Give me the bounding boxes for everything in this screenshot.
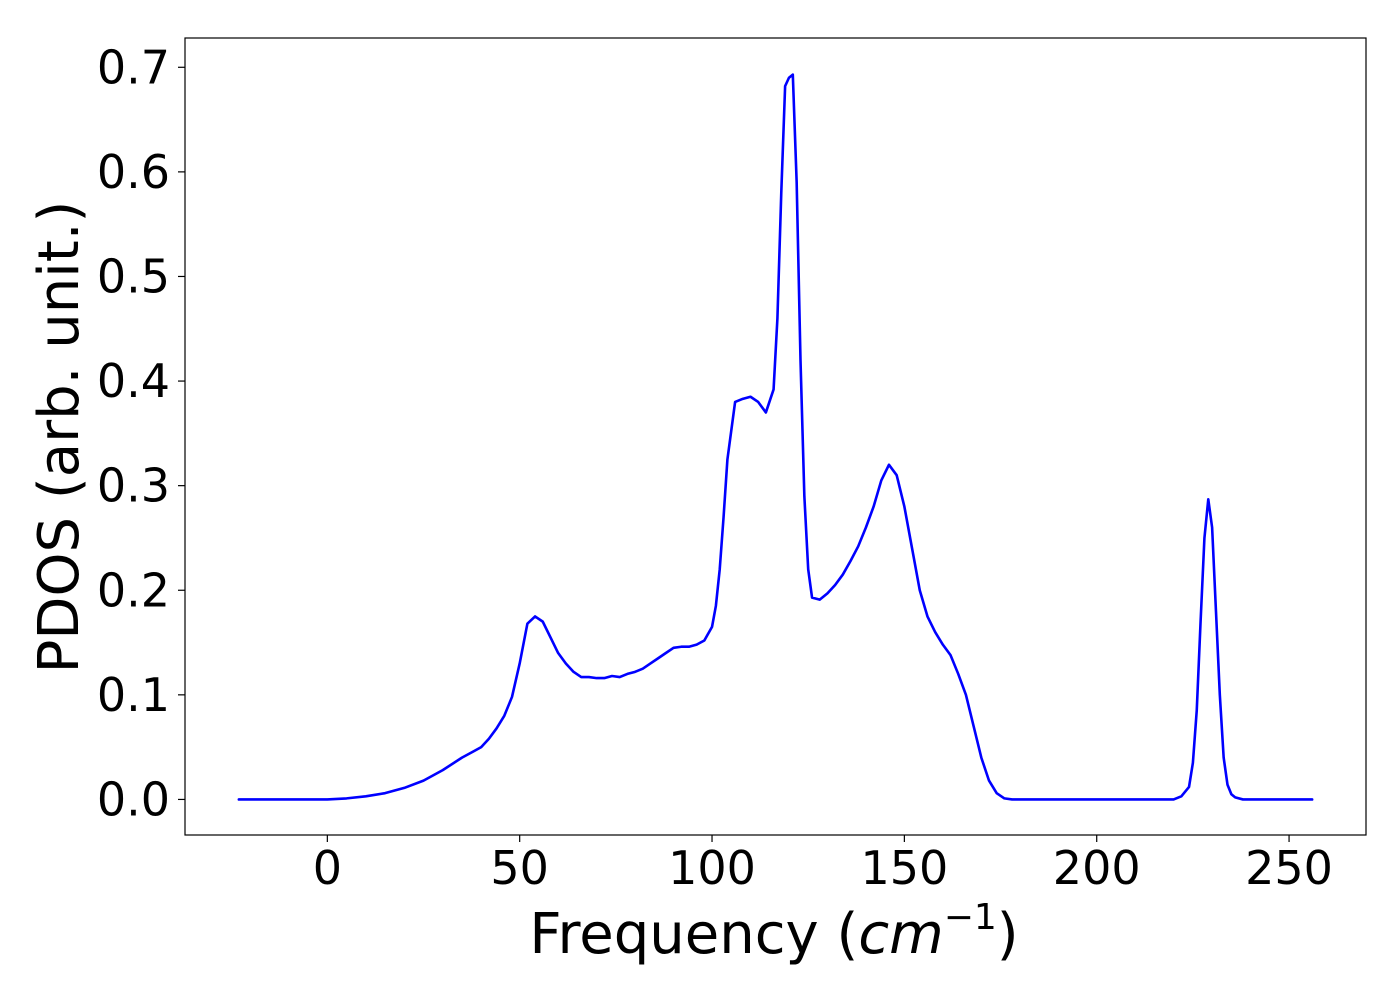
x-axis-unit-base: cm [858,902,943,967]
y-tick-label: 0.5 [97,249,170,303]
x-axis-label: Frequency (cm−1) [529,897,1018,967]
y-axis-ticks: 0.0 0.1 0.2 0.3 0.4 0.5 0.6 0.7 [97,40,185,826]
y-tick-label: 0.4 [97,354,170,408]
x-axis-unit-close: ) [997,902,1019,967]
y-tick-label: 0.7 [97,40,170,94]
y-tick-label: 0.6 [97,145,170,199]
y-axis-label: PDOS (arb. unit.) [27,201,92,674]
x-tick-label: 250 [1245,841,1333,895]
x-tick-label: 50 [490,841,549,895]
y-tick-label: 0.1 [97,668,170,722]
x-axis-unit-exponent: −1 [944,897,997,938]
x-tick-label: 100 [668,841,756,895]
x-tick-label: 150 [860,841,948,895]
y-tick-label: 0.3 [97,459,170,513]
plot-area-frame [184,37,1367,836]
y-tick-label: 0.2 [97,563,170,617]
x-axis-ticks: 0 50 100 150 200 250 [313,835,1333,895]
x-tick-label: 0 [313,841,342,895]
y-tick-label: 0.0 [97,772,170,826]
pdos-line [237,73,1314,801]
x-tick-label: 200 [1053,841,1141,895]
x-axis-unit-open: ( [836,902,858,967]
x-axis-label-text: Frequency [529,902,836,967]
